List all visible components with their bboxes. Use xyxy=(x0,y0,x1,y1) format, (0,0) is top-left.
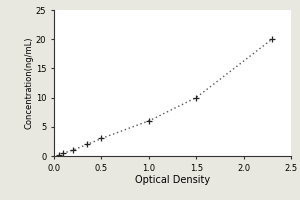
Y-axis label: Concentration(ng/mL): Concentration(ng/mL) xyxy=(24,37,33,129)
Point xyxy=(70,149,75,152)
Point xyxy=(56,154,61,157)
X-axis label: Optical Density: Optical Density xyxy=(135,175,210,185)
Point xyxy=(85,143,90,146)
Point xyxy=(146,119,151,123)
Point xyxy=(99,137,104,140)
Point xyxy=(270,38,274,41)
Point xyxy=(194,96,199,99)
Point xyxy=(61,151,66,155)
